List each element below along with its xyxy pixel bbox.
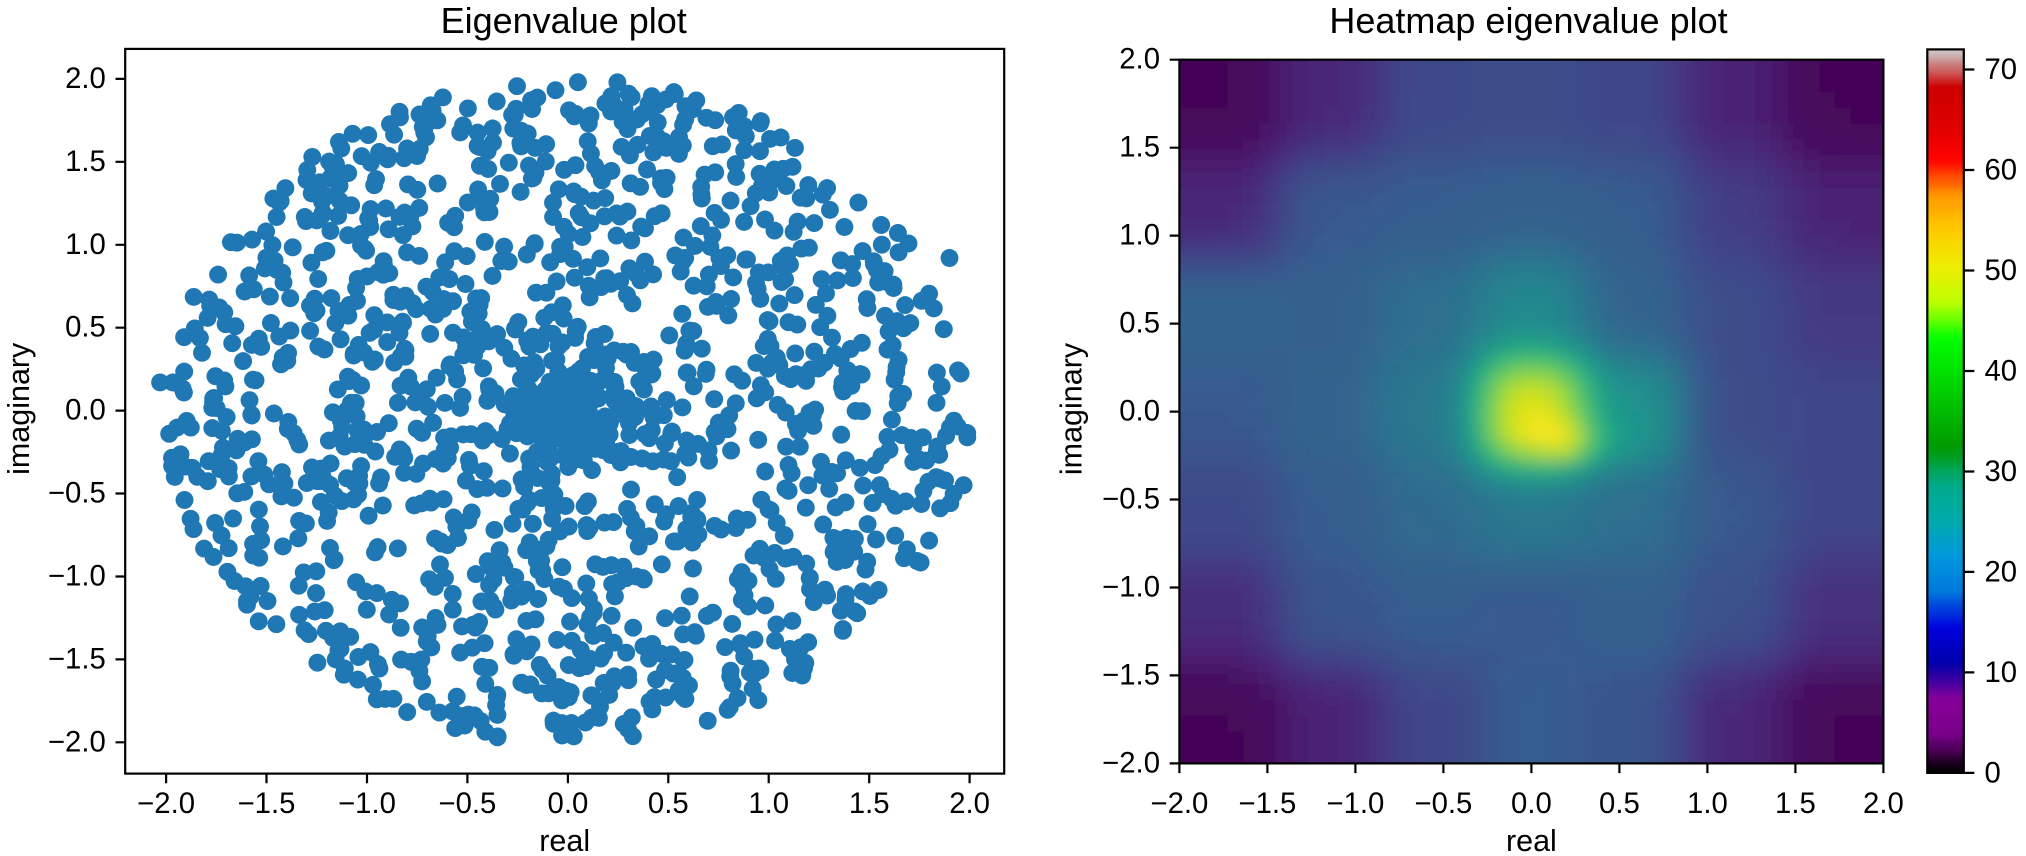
svg-text:10: 10 (1985, 656, 2018, 689)
svg-text:70: 70 (1985, 53, 2018, 86)
svg-text:2.0: 2.0 (1863, 787, 1904, 820)
svg-text:30: 30 (1985, 455, 2018, 488)
svg-text:imaginary: imaginary (1055, 342, 1089, 475)
svg-text:0: 0 (1985, 757, 2001, 790)
svg-text:real: real (539, 824, 590, 856)
svg-text:2.0: 2.0 (949, 787, 990, 820)
svg-text:60: 60 (1985, 154, 2018, 187)
svg-text:−1.0: −1.0 (338, 787, 396, 820)
svg-text:1.5: 1.5 (1775, 787, 1816, 820)
svg-text:0.0: 0.0 (1119, 395, 1160, 428)
svg-text:1.5: 1.5 (849, 787, 890, 820)
svg-text:−1.5: −1.5 (48, 642, 106, 675)
svg-text:50: 50 (1985, 254, 2018, 287)
svg-text:−2.0: −2.0 (48, 725, 106, 758)
svg-text:real: real (1506, 824, 1557, 856)
svg-text:−1.5: −1.5 (1102, 658, 1160, 691)
svg-text:0.0: 0.0 (1511, 787, 1552, 820)
svg-text:1.5: 1.5 (65, 145, 106, 178)
svg-text:−1.0: −1.0 (1102, 571, 1160, 604)
svg-text:0.0: 0.0 (548, 787, 589, 820)
svg-text:0.0: 0.0 (65, 394, 106, 427)
svg-text:−1.0: −1.0 (48, 560, 106, 593)
svg-text:−1.0: −1.0 (1326, 787, 1384, 820)
svg-text:1.0: 1.0 (1119, 219, 1160, 252)
svg-text:1.0: 1.0 (65, 228, 106, 261)
svg-text:−0.5: −0.5 (1102, 483, 1160, 516)
svg-text:1.0: 1.0 (1687, 787, 1728, 820)
svg-text:20: 20 (1985, 556, 2018, 589)
svg-text:2.0: 2.0 (65, 62, 106, 95)
svg-text:Eigenvalue plot: Eigenvalue plot (441, 0, 687, 41)
svg-text:−2.0: −2.0 (1150, 787, 1208, 820)
svg-text:−0.5: −0.5 (438, 787, 496, 820)
svg-text:0.5: 0.5 (1599, 787, 1640, 820)
svg-text:1.5: 1.5 (1119, 131, 1160, 164)
svg-text:−0.5: −0.5 (48, 477, 106, 510)
svg-text:0.5: 0.5 (1119, 307, 1160, 340)
svg-text:0.5: 0.5 (648, 787, 689, 820)
svg-text:2.0: 2.0 (1119, 43, 1160, 76)
svg-text:0.5: 0.5 (65, 311, 106, 344)
svg-text:−1.5: −1.5 (1238, 787, 1296, 820)
svg-text:−2.0: −2.0 (137, 787, 195, 820)
svg-text:40: 40 (1985, 355, 2018, 388)
svg-text:Heatmap eigenvalue plot: Heatmap eigenvalue plot (1329, 0, 1727, 41)
svg-text:imaginary: imaginary (2, 342, 36, 475)
svg-text:−1.5: −1.5 (238, 787, 296, 820)
svg-text:−0.5: −0.5 (1414, 787, 1472, 820)
svg-text:1.0: 1.0 (748, 787, 789, 820)
svg-text:−2.0: −2.0 (1102, 746, 1160, 779)
